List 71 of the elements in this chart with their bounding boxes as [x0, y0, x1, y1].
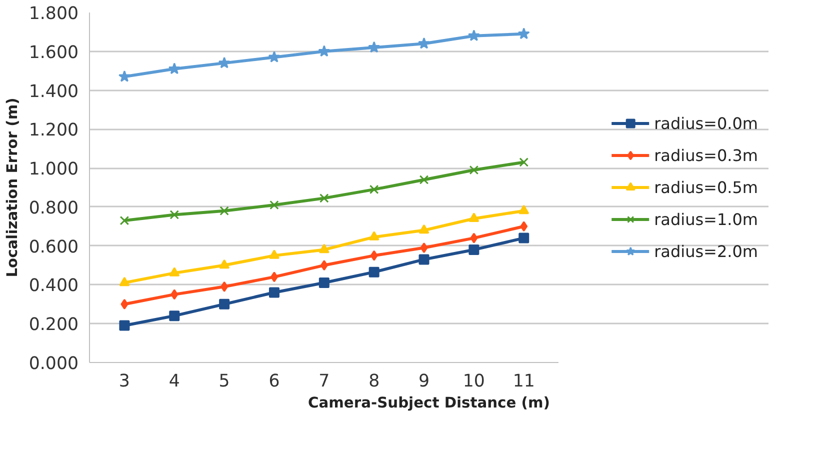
point — [219, 259, 230, 269]
point — [418, 224, 430, 234]
point — [318, 45, 330, 57]
point — [119, 320, 130, 331]
point — [370, 250, 378, 261]
point — [119, 276, 130, 286]
point — [169, 267, 180, 276]
point — [318, 278, 330, 288]
y-tick-label: 1.400 — [28, 82, 79, 102]
point — [470, 232, 478, 244]
point — [368, 231, 380, 240]
point — [420, 242, 428, 254]
point — [468, 244, 480, 255]
legend-label: radius=1.0m — [654, 210, 758, 228]
point — [268, 50, 280, 62]
x-tick-label: 3 — [118, 372, 130, 392]
point — [368, 41, 380, 53]
point — [118, 70, 130, 82]
point — [318, 244, 330, 254]
point — [469, 165, 479, 175]
point — [220, 206, 229, 216]
x-tick-label: 7 — [318, 372, 330, 392]
point — [170, 289, 178, 300]
point — [518, 232, 530, 244]
y-tick-label: 0.400 — [28, 276, 79, 296]
x-tick-label: 8 — [368, 372, 380, 392]
point — [518, 204, 530, 214]
point — [219, 298, 230, 310]
legend-label: radius=2.0m — [654, 242, 758, 260]
point — [270, 200, 279, 210]
legend-label: radius=0.0m — [654, 114, 758, 132]
x-tick-label: 6 — [268, 372, 280, 392]
point — [169, 310, 180, 322]
x-tick-label: 11 — [512, 372, 535, 392]
legend-label: radius=0.3m — [654, 146, 758, 164]
y-tick-label: 1.200 — [28, 120, 79, 141]
point — [520, 221, 528, 232]
point — [519, 158, 528, 167]
point — [419, 175, 429, 184]
point — [320, 260, 328, 271]
point — [268, 250, 280, 259]
x-tick-label: 5 — [218, 372, 230, 392]
point — [518, 28, 530, 40]
y-tick-label: 1.000 — [28, 160, 79, 180]
point — [368, 266, 380, 278]
point — [468, 212, 480, 222]
y-tick-label: 0.000 — [28, 354, 79, 374]
point — [168, 62, 180, 74]
point — [468, 30, 480, 42]
point — [270, 272, 278, 282]
x-tick-label: 9 — [418, 372, 430, 392]
point — [120, 216, 130, 226]
legend-label: radius=0.5m — [654, 178, 758, 196]
x-tick-label: 10 — [462, 372, 485, 392]
y-tick-label: 0.600 — [28, 237, 79, 258]
point — [218, 56, 230, 68]
point — [369, 184, 379, 194]
point — [418, 254, 430, 265]
y-tick-label: 0.800 — [28, 198, 79, 218]
y-tick-label: 1.600 — [28, 42, 79, 63]
y-axis-title: Localization Error (m) — [4, 98, 21, 278]
x-tick-label: 4 — [168, 372, 180, 392]
point — [268, 287, 280, 298]
point — [170, 210, 180, 220]
x-axis-title: Camera-Subject Distance (m) — [308, 394, 550, 412]
y-tick-label: 1.800 — [28, 4, 79, 24]
point — [120, 298, 128, 310]
point — [418, 37, 430, 49]
point — [320, 194, 329, 203]
y-tick-label: 0.200 — [28, 315, 79, 336]
point — [220, 281, 228, 292]
